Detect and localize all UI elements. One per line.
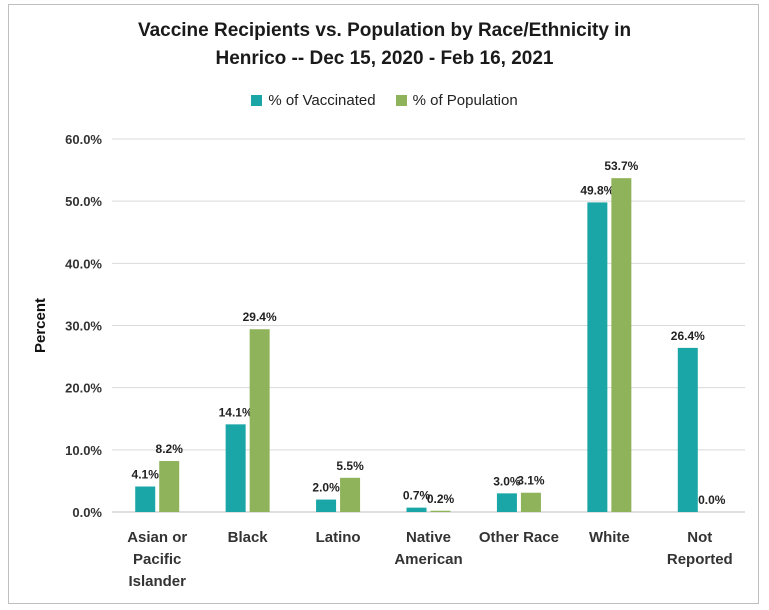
data-label: 0.0% [698, 493, 726, 507]
data-label: 5.5% [336, 459, 364, 473]
category-label: Latino [316, 529, 361, 546]
y-tick-label: 50.0% [65, 194, 102, 209]
legend-label-population: % of Population [412, 92, 518, 109]
bar [520, 492, 541, 512]
y-tick-label: 10.0% [65, 443, 102, 458]
category-label: Reported [667, 551, 733, 568]
bar [587, 202, 608, 512]
data-label: 26.4% [671, 329, 705, 343]
y-tick-label: 30.0% [65, 319, 102, 334]
y-axis-label: Percent [32, 298, 49, 353]
data-label: 0.2% [427, 492, 455, 506]
data-label: 53.7% [604, 159, 638, 173]
category-label: White [589, 529, 630, 546]
legend-swatch-population [395, 95, 407, 106]
data-label: 3.0% [493, 474, 521, 488]
data-label: 3.1% [517, 474, 545, 488]
legend-label-vaccinated: % of Vaccinated [268, 92, 376, 109]
category-label: Black [228, 529, 269, 546]
bar [677, 347, 698, 512]
bar [340, 477, 361, 512]
y-tick-label: 20.0% [65, 381, 102, 396]
data-label: 49.8% [580, 183, 614, 197]
bar [135, 486, 156, 512]
legend-item-vaccinated: % of Vaccinated [251, 92, 376, 109]
y-tick-label: 0.0% [72, 505, 102, 520]
data-label: 29.4% [243, 310, 277, 324]
y-tick-label: 60.0% [65, 132, 102, 147]
legend-item-population: % of Population [395, 92, 518, 109]
chart-title-line-1: Vaccine Recipients vs. Population by Rac… [137, 20, 632, 41]
chart-frame [8, 4, 759, 604]
data-label: 8.2% [156, 442, 184, 456]
legend-swatch-vaccinated [251, 95, 263, 106]
bar [249, 329, 270, 512]
data-label: 4.1% [132, 468, 160, 482]
category-label: Not [687, 529, 712, 546]
bar [430, 510, 451, 512]
category-label: American [394, 551, 462, 568]
bar [225, 424, 246, 512]
bar [159, 461, 180, 512]
y-tick-label: 40.0% [65, 256, 102, 271]
category-label: Pacific [133, 551, 181, 568]
bar [611, 178, 632, 513]
data-label: 0.7% [403, 489, 431, 503]
chart-title-line-2: Henrico -- Dec 15, 2020 - Feb 16, 2021 [215, 48, 554, 69]
category-label: Asian or [127, 529, 187, 546]
category-label: Other Race [479, 529, 559, 546]
category-label: Native [406, 529, 451, 546]
category-label: Islander [128, 573, 186, 590]
data-label: 2.0% [312, 481, 340, 495]
bar [316, 499, 337, 512]
bar [406, 507, 427, 512]
bar [496, 493, 517, 512]
data-label: 14.1% [219, 405, 253, 419]
legend: % of Vaccinated % of Population [0, 92, 769, 109]
